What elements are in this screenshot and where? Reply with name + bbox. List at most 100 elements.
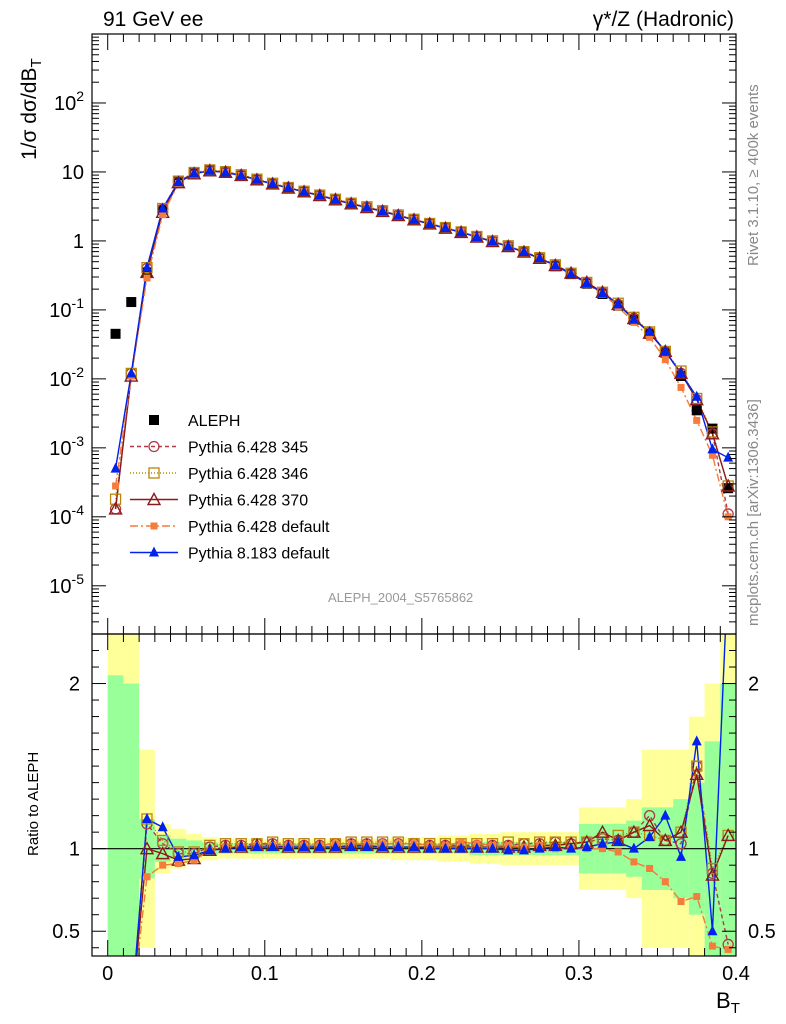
ratio-point-pythia-6-428-370 [595, 824, 610, 838]
ratio-point-pythia-6-428-370 [658, 832, 673, 847]
ratio-point-pythia-8-183-default [581, 841, 592, 852]
ratio-point-pythia-6-428-default [159, 861, 167, 869]
ratio-point-pythia-8-183-default [471, 842, 482, 853]
legend-marker-pythia-6-428-370 [146, 492, 162, 506]
ratio-point-pythia-8-183-default [440, 842, 451, 853]
data-point-pythia-8-183-default [518, 246, 529, 257]
data-point-pythia-8-183-default [424, 217, 435, 228]
ratio-point-pythia-6-428-370 [705, 867, 720, 881]
ratio-point-pythia-8-183-default [299, 841, 310, 852]
data-point-pythia-8-183-default [456, 226, 467, 237]
data-point-pythia-8-183-default [550, 259, 561, 270]
ratio-point-pythia-8-183-default [691, 735, 702, 746]
ratio-point-pythia-6-428-default [457, 838, 465, 846]
legend-label-aleph: ALEPH [188, 413, 240, 430]
ratio-tick-label-right: 1 [748, 839, 759, 861]
ratio-point-pythia-8-183-default [346, 841, 357, 852]
data-point-pythia-6-428-default [661, 356, 669, 364]
ratio-point-pythia-8-183-default [393, 841, 404, 852]
ratio-point-pythia-6-428-345 [675, 838, 687, 850]
y-tick-label: 10-1 [49, 295, 84, 322]
ratio-point-pythia-8-183-default [613, 836, 624, 847]
data-point-pythia-8-183-default [471, 230, 482, 241]
legend-marker-pythia-8-183-default [149, 546, 159, 557]
data-point-pythia-8-183-default [314, 189, 325, 200]
ratio-point-pythia-6-428-default [708, 942, 716, 950]
legend-label-pythia-6-428-345: Pythia 6.428 345 [188, 440, 308, 457]
ratio-point-pythia-8-183-default [707, 925, 718, 936]
y-tick-label: 10-4 [49, 502, 84, 529]
ratio-point-pythia-8-183-default [204, 844, 215, 855]
ratio-tick-label-right: 2 [748, 674, 759, 696]
legend-label-pythia-6-428-370: Pythia 6.428 370 [188, 493, 308, 510]
ratio-line-pythia-6-428-default [137, 841, 729, 956]
ratio-point-pythia-8-183-default [141, 812, 152, 823]
ratio-point-pythia-8-183-default [157, 821, 168, 832]
ratio-point-pythia-6-428-370 [720, 827, 736, 842]
data-point-aleph [110, 328, 121, 339]
data-point-pythia-8-183-default [189, 167, 200, 178]
ratio-frame [91, 633, 737, 957]
ratio-point-pythia-8-183-default [361, 841, 372, 852]
ratio-point-pythia-6-428-370 [139, 841, 155, 855]
data-point-pythia-8-183-default [267, 177, 278, 188]
legend-label-pythia-6-428-default: Pythia 6.428 default [188, 519, 330, 536]
series-line-pythia-8-183-default [114, 170, 729, 469]
ratio-band-green [123, 683, 140, 956]
data-point-pythia-8-183-default [299, 185, 310, 196]
data-point-pythia-6-428-default [159, 211, 167, 219]
ratio-point-pythia-6-428-default [614, 848, 622, 856]
ratio-point-pythia-6-428-370 [673, 824, 689, 838]
ratio-point-pythia-8-183-default [550, 841, 561, 852]
ratio-point-pythia-8-183-default [424, 842, 435, 853]
ratio-point-pythia-6-428-default [646, 864, 654, 872]
legend-label-pythia-6-428-346: Pythia 6.428 346 [188, 466, 308, 483]
ratio-point-pythia-6-428-default [174, 860, 182, 868]
data-point-aleph [691, 405, 702, 416]
data-point-pythia-8-183-default [628, 313, 639, 324]
data-point-pythia-8-183-default [440, 222, 451, 233]
data-point-pythia-6-428-default [112, 482, 120, 490]
ratio-point-pythia-6-428-370 [155, 846, 170, 860]
ratio-point-pythia-6-428-370 [689, 766, 704, 781]
ratio-point-pythia-8-183-default [267, 841, 278, 852]
ratio-point-pythia-8-183-default [628, 842, 639, 853]
data-point-pythia-8-183-default [723, 451, 734, 462]
header-right-label: γ*/Z (Hadronic) [592, 8, 734, 31]
ratio-point-pythia-6-428-default [630, 858, 638, 866]
data-point-pythia-8-183-default [251, 173, 262, 184]
data-point-pythia-6-428-370 [705, 426, 720, 440]
data-point-pythia-6-428-370 [108, 501, 123, 515]
data-point-pythia-8-183-default [566, 268, 577, 279]
ratio-axis-label: Ratio to ALEPH [25, 752, 42, 856]
ratio-point-pythia-8-183-default [518, 844, 529, 855]
data-point-pythia-8-183-default [676, 367, 687, 378]
data-point-aleph [126, 297, 137, 308]
ratio-point-pythia-8-183-default [676, 850, 687, 861]
ratio-band-green [107, 675, 124, 956]
ratio-point-pythia-8-183-default [534, 842, 545, 853]
y-axis-label: 1/σ dσ/dBT [18, 58, 45, 160]
data-point-pythia-8-183-default [644, 325, 655, 336]
ratio-point-pythia-6-428-default [724, 945, 732, 953]
ratio-point-pythia-8-183-default [503, 844, 514, 855]
data-point-pythia-8-183-default [393, 209, 404, 220]
y-tick-label: 102 [54, 88, 84, 115]
ratio-point-pythia-8-183-default [644, 831, 655, 842]
data-point-pythia-8-183-default [377, 205, 388, 216]
mcplots-label: mcplots.cern.ch [arXiv:1306.3436] [745, 399, 762, 626]
analysis-label: ALEPH_2004_S5765862 [328, 590, 474, 605]
ratio-line-pythia-6-428-346 [135, 765, 729, 956]
ratio-point-pythia-8-183-default [283, 841, 294, 852]
data-point-pythia-8-183-default [330, 193, 341, 204]
ratio-tick-label-right: 0.5 [748, 921, 776, 943]
data-point-pythia-6-428-default [677, 383, 685, 391]
data-point-pythia-8-183-default [236, 169, 247, 180]
ratio-point-pythia-8-183-default [220, 842, 231, 853]
legend-marker-pythia-6-428-346 [148, 467, 160, 479]
x-tick-label: 0.1 [251, 963, 279, 985]
y-tick-label: 10-3 [49, 433, 84, 460]
data-point-pythia-8-183-default [707, 443, 718, 454]
data-point-pythia-8-183-default [220, 166, 231, 177]
